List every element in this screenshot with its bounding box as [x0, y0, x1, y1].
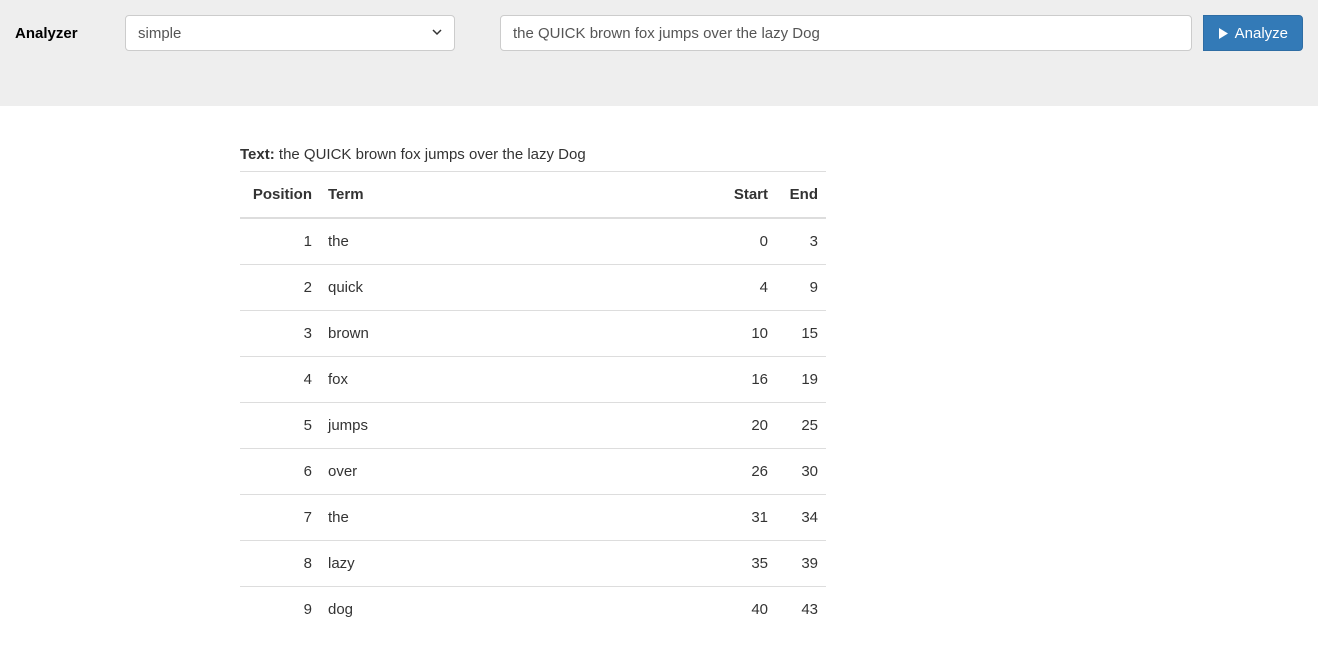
col-term: Term	[320, 172, 716, 219]
cell-start: 26	[716, 449, 776, 495]
cell-position: 8	[240, 541, 320, 587]
cell-term: quick	[320, 265, 716, 311]
cell-position: 9	[240, 587, 320, 633]
cell-position: 7	[240, 495, 320, 541]
analyzer-toolbar: Analyzer simple Analyze	[0, 0, 1318, 106]
cell-end: 19	[776, 357, 826, 403]
tokens-table: Position Term Start End 1the032quick493b…	[240, 171, 826, 632]
analyze-button-label: Analyze	[1235, 25, 1288, 42]
cell-position: 2	[240, 265, 320, 311]
table-row: 3brown1015	[240, 311, 826, 357]
cell-end: 9	[776, 265, 826, 311]
cell-term: dog	[320, 587, 716, 633]
table-row: 7the3134	[240, 495, 826, 541]
cell-term: over	[320, 449, 716, 495]
cell-term: the	[320, 218, 716, 265]
cell-end: 30	[776, 449, 826, 495]
analyze-button[interactable]: Analyze	[1203, 15, 1303, 51]
table-row: 9dog4043	[240, 587, 826, 633]
result-text-line: Text: the QUICK brown fox jumps over the…	[240, 146, 826, 163]
cell-term: jumps	[320, 403, 716, 449]
cell-end: 15	[776, 311, 826, 357]
cell-position: 3	[240, 311, 320, 357]
results-panel: Text: the QUICK brown fox jumps over the…	[240, 146, 826, 632]
cell-term: brown	[320, 311, 716, 357]
cell-start: 35	[716, 541, 776, 587]
cell-start: 0	[716, 218, 776, 265]
cell-end: 39	[776, 541, 826, 587]
cell-start: 40	[716, 587, 776, 633]
result-text-value: the QUICK brown fox jumps over the lazy …	[279, 146, 586, 163]
table-row: 8lazy3539	[240, 541, 826, 587]
col-start: Start	[716, 172, 776, 219]
play-icon	[1218, 27, 1229, 40]
cell-start: 31	[716, 495, 776, 541]
cell-term: the	[320, 495, 716, 541]
col-position: Position	[240, 172, 320, 219]
cell-start: 20	[716, 403, 776, 449]
cell-end: 3	[776, 218, 826, 265]
cell-position: 1	[240, 218, 320, 265]
analyzer-label: Analyzer	[15, 25, 110, 42]
analyzer-select[interactable]: simple	[125, 15, 455, 51]
table-row: 2quick49	[240, 265, 826, 311]
cell-term: lazy	[320, 541, 716, 587]
table-row: 6over2630	[240, 449, 826, 495]
result-text-label: Text:	[240, 146, 275, 163]
cell-end: 43	[776, 587, 826, 633]
table-row: 1the03	[240, 218, 826, 265]
cell-start: 4	[716, 265, 776, 311]
cell-start: 10	[716, 311, 776, 357]
cell-position: 6	[240, 449, 320, 495]
cell-end: 34	[776, 495, 826, 541]
cell-term: fox	[320, 357, 716, 403]
cell-end: 25	[776, 403, 826, 449]
cell-start: 16	[716, 357, 776, 403]
table-row: 4fox1619	[240, 357, 826, 403]
cell-position: 5	[240, 403, 320, 449]
table-row: 5jumps2025	[240, 403, 826, 449]
table-header-row: Position Term Start End	[240, 172, 826, 219]
analyzer-select-wrap: simple	[125, 15, 455, 51]
cell-position: 4	[240, 357, 320, 403]
analyze-text-input[interactable]	[500, 15, 1192, 51]
col-end: End	[776, 172, 826, 219]
